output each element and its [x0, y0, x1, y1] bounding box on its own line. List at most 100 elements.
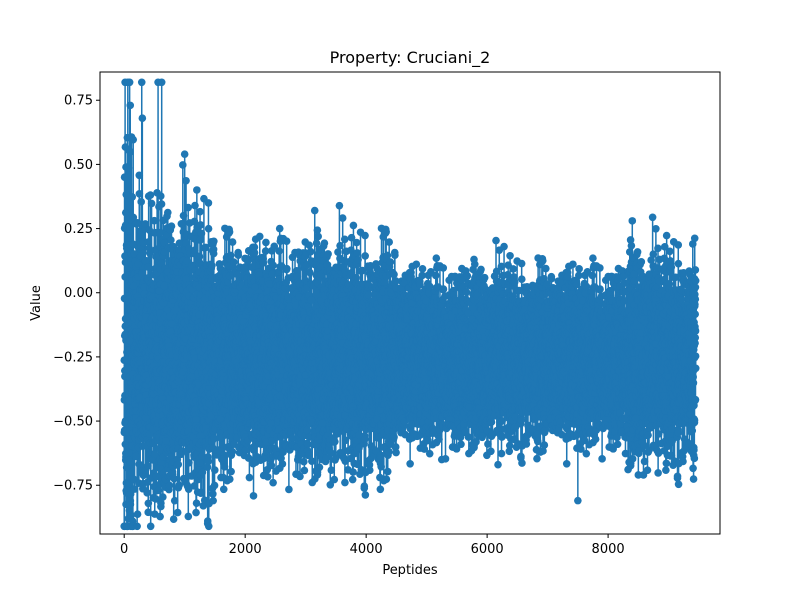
- data-point: [152, 495, 160, 503]
- data-point: [126, 458, 135, 467]
- data-point: [121, 252, 129, 260]
- data-point: [122, 463, 131, 472]
- data-point: [133, 510, 142, 518]
- data-point: [210, 434, 218, 443]
- plot-area: [120, 78, 700, 531]
- data-point: [310, 206, 319, 215]
- data-point: [241, 446, 250, 454]
- data-point: [250, 243, 259, 251]
- data-point: [166, 328, 175, 336]
- data-point: [126, 500, 135, 509]
- data-point: [190, 482, 199, 490]
- data-point: [406, 459, 414, 468]
- data-point: [141, 413, 150, 422]
- data-point: [156, 228, 165, 237]
- data-point: [335, 201, 344, 210]
- data-point: [144, 238, 152, 246]
- data-point: [209, 249, 218, 258]
- data-point: [140, 283, 149, 292]
- data-point: [144, 263, 152, 271]
- data-point: [390, 270, 398, 279]
- data-point: [162, 437, 170, 445]
- data-point: [354, 255, 362, 264]
- data-point: [228, 447, 237, 456]
- data-point: [170, 496, 179, 505]
- data-point: [332, 263, 340, 272]
- data-point: [263, 472, 272, 481]
- data-point: [250, 248, 259, 257]
- data-point: [182, 176, 190, 185]
- data-point: [227, 467, 235, 476]
- data-point: [184, 203, 192, 212]
- data-point: [352, 238, 361, 247]
- data-point: [196, 207, 204, 216]
- data-point: [258, 277, 267, 285]
- data-point: [361, 491, 370, 499]
- data-point: [330, 475, 339, 484]
- data-point: [278, 460, 287, 468]
- data-point: [147, 199, 156, 208]
- data-point: [392, 448, 400, 457]
- data-point: [265, 280, 274, 288]
- data-point: [418, 265, 427, 273]
- data-point: [390, 433, 398, 441]
- data-point: [219, 485, 228, 494]
- data-point: [285, 485, 293, 494]
- data-point: [180, 150, 189, 158]
- data-point: [121, 208, 130, 217]
- data-point: [156, 192, 165, 200]
- data-point: [227, 426, 235, 435]
- data-point: [361, 252, 369, 260]
- data-point: [204, 199, 213, 207]
- data-point: [129, 135, 138, 144]
- data-point: [139, 471, 148, 480]
- data-point: [160, 281, 168, 290]
- data-point: [275, 247, 283, 255]
- data-point: [383, 467, 392, 476]
- data-point: [124, 364, 132, 373]
- series-markers: [120, 78, 700, 531]
- data-point: [382, 475, 391, 483]
- data-point: [134, 260, 143, 268]
- data-point: [130, 485, 139, 493]
- data-point: [193, 186, 201, 194]
- data-point: [151, 228, 160, 237]
- data-point: [209, 490, 217, 498]
- data-point: [220, 462, 229, 471]
- data-point: [203, 463, 212, 472]
- data-point: [191, 246, 199, 255]
- data-point: [175, 481, 184, 489]
- data-point: [157, 200, 166, 208]
- data-point: [208, 261, 216, 270]
- data-point: [320, 239, 329, 247]
- data-point: [197, 488, 206, 497]
- data-point: [157, 499, 165, 507]
- data-point: [124, 449, 133, 457]
- data-point: [174, 460, 183, 469]
- data-point: [126, 223, 134, 232]
- data-point: [144, 499, 153, 508]
- data-point: [127, 511, 136, 520]
- data-point: [196, 459, 204, 467]
- data-point: [197, 229, 206, 238]
- data-point: [365, 466, 374, 474]
- data-point: [182, 275, 190, 283]
- data-point: [300, 466, 309, 475]
- data-point: [306, 247, 315, 256]
- data-point: [185, 458, 193, 467]
- data-point: [382, 228, 390, 236]
- data-point: [349, 221, 358, 230]
- data-point: [141, 220, 150, 228]
- data-point: [192, 415, 200, 424]
- data-point: [288, 434, 297, 443]
- data-point: [146, 191, 155, 199]
- data-point: [120, 356, 129, 365]
- data-point: [315, 463, 324, 472]
- data-point: [167, 222, 176, 231]
- data-point: [261, 247, 270, 255]
- data-point: [122, 190, 131, 199]
- data-point: [164, 208, 172, 217]
- data-point: [130, 250, 139, 258]
- data-point: [360, 482, 369, 491]
- data-point: [156, 512, 164, 521]
